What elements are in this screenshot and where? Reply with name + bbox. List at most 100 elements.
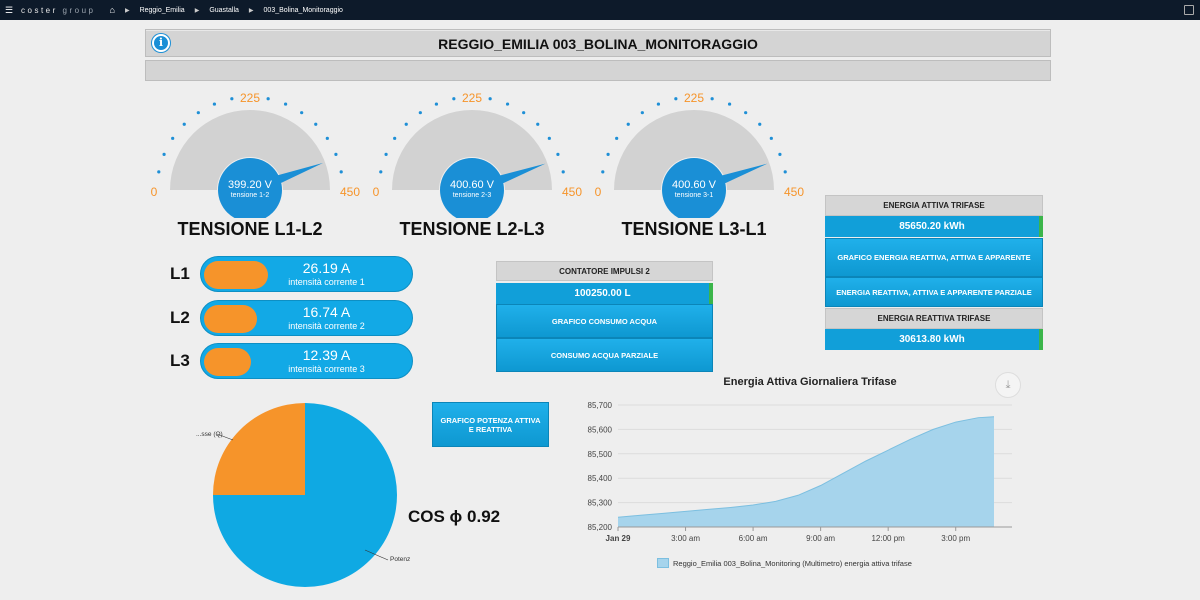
chart-x-tick: 12:00 pm xyxy=(871,534,905,543)
gauge-tick xyxy=(656,102,661,106)
breadcrumb: ▶ Reggio_Emilia ▶ Guastalla ▶ 003_Bolina… xyxy=(125,7,343,14)
gauge-tick xyxy=(300,111,304,115)
legend-swatch xyxy=(657,558,669,568)
gauge-value: 400.60 V xyxy=(449,179,495,191)
contatore-value: 100250.00 L xyxy=(496,283,713,304)
gauge-tick xyxy=(339,170,343,174)
current-bar-fill xyxy=(204,305,257,333)
gauge-tick xyxy=(783,170,787,174)
chevron-right-icon: ▶ xyxy=(248,7,254,14)
breadcrumb-item[interactable]: Reggio_Emilia xyxy=(139,6,185,14)
gauge-hub xyxy=(662,158,726,218)
page-title: REGGIO_EMILIA 003_BOLINA_MONITORAGGIO xyxy=(438,36,758,52)
contatore-header: CONTATORE IMPULSI 2 xyxy=(496,261,713,281)
chart-x-tick: 3:00 am xyxy=(671,534,700,543)
energy-area-chart: 85,200 85,300 85,400 85,500 85,600 85,700 Jan … xyxy=(588,401,1012,543)
gauge-tick xyxy=(615,136,619,140)
grafico-consumo-acqua-button[interactable]: GRAFICO CONSUMO ACQUA xyxy=(496,304,713,338)
gauge-arc xyxy=(614,110,774,190)
gauge-max-label: 450 xyxy=(562,185,582,199)
pie-leader-line xyxy=(364,549,389,561)
gauge-tick xyxy=(556,152,560,157)
energia-reattiva-value: 30613.80 kWh xyxy=(825,329,1043,350)
current-sublabel: intensità corrente 3 xyxy=(288,364,365,374)
download-icon[interactable]: ⤓ xyxy=(995,372,1021,398)
chart-x-tick: Jan 29 xyxy=(606,534,631,543)
current-row-l2: L2 16.74 A intensità corrente 2 xyxy=(170,300,415,336)
gauge-tick xyxy=(488,97,492,101)
gauge-mid-label: 225 xyxy=(684,91,704,105)
gauge-arc xyxy=(392,110,552,190)
gauge-min-label: 0 xyxy=(151,185,158,199)
phase-label: L1 xyxy=(170,264,190,283)
gauge-tick xyxy=(547,136,551,140)
gauge-tick xyxy=(418,111,422,115)
pie-slice-potenza-reattiva[interactable] xyxy=(213,403,305,495)
energia-parziale-button[interactable]: ENERGIA REATTIVA, ATTIVA E APPARENTE PAR… xyxy=(825,277,1043,307)
gauge-tick xyxy=(404,122,408,126)
gauge-tick xyxy=(505,102,510,106)
consumo-acqua-parziale-button[interactable]: CONSUMO ACQUA PARZIALE xyxy=(496,338,713,372)
gauge-tick xyxy=(452,97,456,101)
current-value: 16.74 A xyxy=(302,304,351,320)
gauge-title: TENSIONE L3-L1 xyxy=(621,219,767,239)
chart-y-tick: 85,500 xyxy=(588,450,613,459)
current-bar: 16.74 A intensità corrente 2 xyxy=(200,300,413,336)
current-value: 26.19 A xyxy=(302,260,351,276)
gauge-title: TENSIONE L2-L3 xyxy=(399,219,545,239)
grafico-energia-button[interactable]: GRAFICO ENERGIA REATTIVA, ATTIVA E APPAR… xyxy=(825,238,1043,277)
gauge-max-label: 450 xyxy=(784,185,804,199)
current-bar: 12.39 A intensità corrente 3 xyxy=(200,343,413,379)
legend-label: Reggio_Emilia 003_Bolina_Monitoring (Mul… xyxy=(673,558,912,568)
gauge-tick xyxy=(522,111,526,115)
chart-y-tick: 85,300 xyxy=(588,499,613,508)
grafico-potenza-button[interactable]: GRAFICO POTENZA ATTIVA E REATTIVA xyxy=(432,402,549,447)
gauge-hub xyxy=(440,158,504,218)
gauge-tick xyxy=(393,136,397,140)
energia-attiva-header: ENERGIA ATTIVA TRIFASE xyxy=(825,195,1043,216)
title-panel: i REGGIO_EMILIA 003_BOLINA_MONITORAGGIO xyxy=(145,29,1051,57)
chart-x-tick: 9:00 am xyxy=(806,534,835,543)
breadcrumb-item[interactable]: Guastalla xyxy=(209,6,239,14)
gauge-tick xyxy=(778,152,782,157)
info-icon[interactable]: i xyxy=(152,34,170,52)
logo[interactable]: coster group xyxy=(21,5,96,15)
chart-y-tick: 85,200 xyxy=(588,523,613,532)
home-icon[interactable]: ⌂ xyxy=(109,5,115,15)
gauge-tick xyxy=(196,111,200,115)
chart-area-series[interactable] xyxy=(618,416,994,527)
gauge-tick xyxy=(601,170,605,174)
gauge-sublabel: tensione 3-1 xyxy=(674,192,714,199)
window-icon[interactable] xyxy=(1184,5,1194,15)
gauge-value: 399.20 V xyxy=(227,179,273,191)
pie-leader-line xyxy=(216,433,234,441)
current-row-l1: L1 26.19 A intensità corrente 1 xyxy=(170,256,415,292)
current-bar-fill xyxy=(204,261,268,289)
gauge-tick xyxy=(182,122,186,126)
gauge-min-label: 0 xyxy=(595,185,602,199)
power-pie-chart xyxy=(213,403,397,587)
chart-y-tick: 85,600 xyxy=(588,425,613,434)
gauge-tick xyxy=(283,102,288,106)
current-bar-fill xyxy=(204,348,251,376)
current-row-l3: L3 12.39 A intensità corrente 3 xyxy=(170,343,415,379)
current-sublabel: intensità corrente 2 xyxy=(288,321,365,331)
hamburger-menu-icon[interactable]: ☰ xyxy=(5,4,14,15)
chart-legend[interactable]: Reggio_Emilia 003_Bolina_Monitoring (Mul… xyxy=(657,558,912,568)
gauge-tick xyxy=(325,136,329,140)
breadcrumb-item[interactable]: 003_Bolina_Monitoraggio xyxy=(263,6,343,14)
chevron-right-icon: ▶ xyxy=(124,7,130,14)
chart-y-tick: 85,400 xyxy=(588,474,613,483)
gauge-tick xyxy=(674,97,678,101)
subheader-panel xyxy=(145,60,1051,81)
gauge-value: 400.60 V xyxy=(671,179,717,191)
chart-x-tick: 3:00 pm xyxy=(941,534,970,543)
gauge-tick xyxy=(536,122,540,126)
gauge-mid-label: 225 xyxy=(462,91,482,105)
gauge-tick xyxy=(727,102,732,106)
phase-label: L2 xyxy=(170,308,190,327)
gauge-tick xyxy=(171,136,175,140)
gauge-tick xyxy=(769,136,773,140)
